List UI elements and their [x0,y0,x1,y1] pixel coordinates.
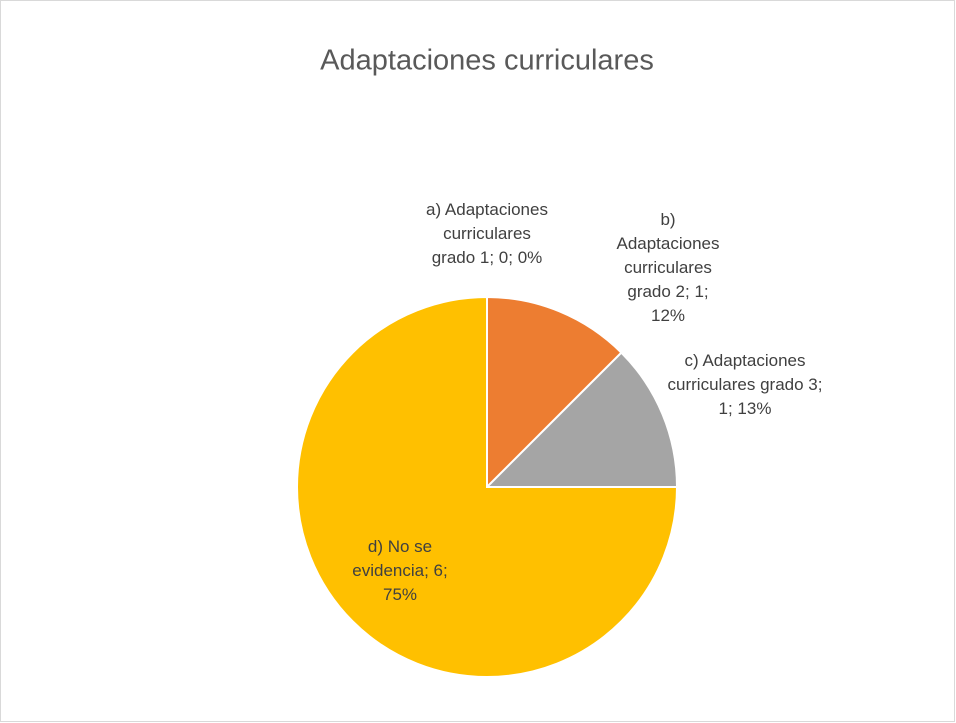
data-label: c) Adaptaciones curriculares grado 3; 1;… [667,351,823,418]
pie-slice [484,351,679,488]
chart-title: Adaptaciones curriculares [320,45,654,77]
pie-slice [296,295,679,678]
data-label: d) No se evidencia; 6; 75% [352,537,448,604]
pie-slice [486,295,623,490]
data-label: b) Adaptaciones curriculares grado 2; 1;… [616,210,720,325]
data-label: a) Adaptaciones curriculares grado 1; 0;… [426,200,548,267]
